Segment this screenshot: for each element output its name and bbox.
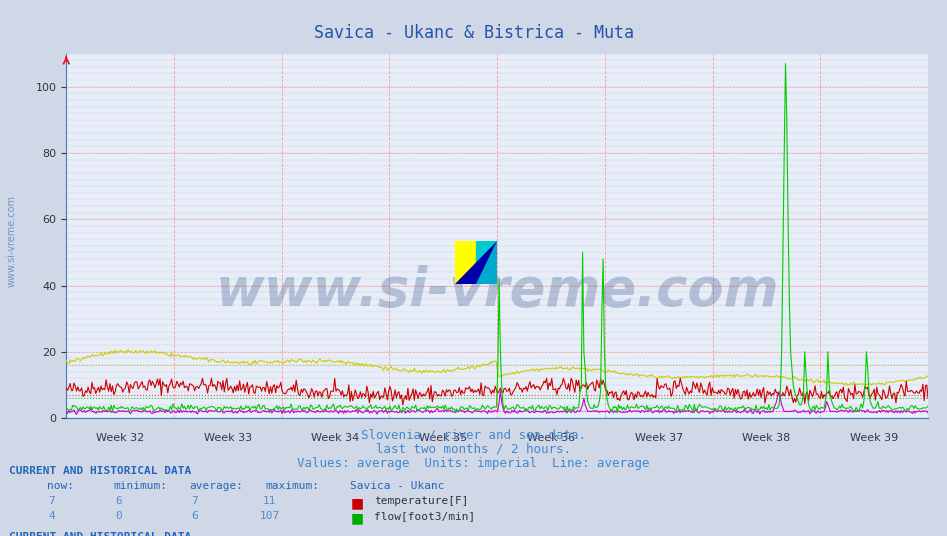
Text: ■: ■ <box>350 496 364 510</box>
Text: Week 32: Week 32 <box>96 433 144 443</box>
Text: Week 35: Week 35 <box>420 433 468 443</box>
Text: average:: average: <box>189 481 243 492</box>
Text: Week 36: Week 36 <box>527 433 575 443</box>
Text: 0: 0 <box>115 511 122 522</box>
Text: Week 38: Week 38 <box>742 433 791 443</box>
Text: Savica - Ukanc: Savica - Ukanc <box>350 481 445 492</box>
Text: minimum:: minimum: <box>114 481 168 492</box>
Text: 7: 7 <box>190 496 198 507</box>
Text: www.si-vreme.com: www.si-vreme.com <box>215 264 779 317</box>
Text: 4: 4 <box>48 511 56 522</box>
Text: temperature[F]: temperature[F] <box>374 496 469 507</box>
Text: now:: now: <box>47 481 75 492</box>
Text: Values: average  Units: imperial  Line: average: Values: average Units: imperial Line: av… <box>297 457 650 470</box>
Text: maximum:: maximum: <box>265 481 319 492</box>
Text: 7: 7 <box>48 496 56 507</box>
Text: flow[foot3/min]: flow[foot3/min] <box>374 511 475 522</box>
Text: CURRENT AND HISTORICAL DATA: CURRENT AND HISTORICAL DATA <box>9 466 191 477</box>
Text: 11: 11 <box>263 496 277 507</box>
Text: Savica - Ukanc & Bistrica - Muta: Savica - Ukanc & Bistrica - Muta <box>313 24 634 42</box>
Text: 6: 6 <box>190 511 198 522</box>
Text: Slovenia / river and sea data.: Slovenia / river and sea data. <box>361 429 586 442</box>
Text: Week 39: Week 39 <box>850 433 899 443</box>
Text: CURRENT AND HISTORICAL DATA: CURRENT AND HISTORICAL DATA <box>9 532 191 536</box>
Text: Week 34: Week 34 <box>312 433 360 443</box>
Text: ■: ■ <box>350 511 364 525</box>
Text: 6: 6 <box>115 496 122 507</box>
Text: Week 33: Week 33 <box>204 433 252 443</box>
Text: 107: 107 <box>259 511 280 522</box>
Text: last two months / 2 hours.: last two months / 2 hours. <box>376 442 571 455</box>
Bar <box>476 241 497 284</box>
Polygon shape <box>476 241 497 284</box>
Polygon shape <box>455 241 497 284</box>
Text: Week 37: Week 37 <box>634 433 683 443</box>
Text: www.si-vreme.com: www.si-vreme.com <box>7 195 16 287</box>
